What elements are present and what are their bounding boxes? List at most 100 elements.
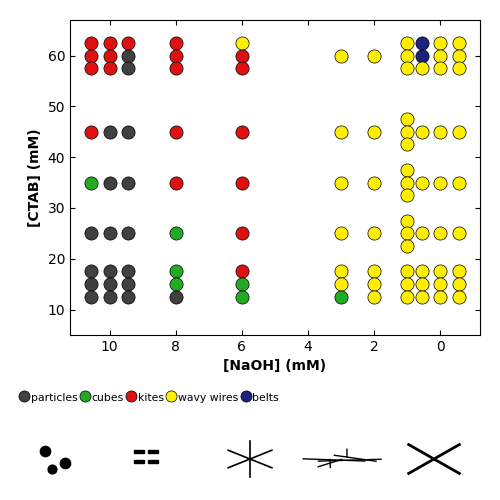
Point (88, 52, 96, 60)
Point (337, 230, 345, 237)
Point (106, 178, 114, 186)
Point (404, 216, 411, 224)
Point (238, 280, 246, 288)
Point (404, 64, 411, 72)
Point (404, 115, 411, 123)
Point (337, 128, 345, 136)
Point (418, 293, 426, 301)
Point (404, 140, 411, 148)
Point (404, 230, 411, 237)
Point (172, 128, 180, 136)
Bar (148, 450, 158, 452)
Legend: particles, cubes, kites, wavy wires, belts: particles, cubes, kites, wavy wires, bel… (16, 388, 283, 407)
Point (48, 464, 56, 472)
Point (436, 293, 444, 301)
Point (454, 293, 462, 301)
Point (124, 39, 132, 47)
Point (418, 178, 426, 186)
Point (337, 268, 345, 276)
Point (238, 293, 246, 301)
Point (404, 39, 411, 47)
Point (370, 178, 378, 186)
Point (124, 268, 132, 276)
Point (172, 293, 180, 301)
Point (88, 39, 96, 47)
Point (238, 268, 246, 276)
Point (124, 293, 132, 301)
Point (418, 268, 426, 276)
Point (172, 280, 180, 288)
Point (106, 268, 114, 276)
Point (436, 230, 444, 237)
Point (454, 280, 462, 288)
Point (106, 39, 114, 47)
Point (124, 230, 132, 237)
Point (88, 178, 96, 186)
Point (404, 128, 411, 136)
Point (436, 52, 444, 60)
Point (370, 230, 378, 237)
Point (88, 230, 96, 237)
Point (172, 230, 180, 237)
Point (418, 39, 426, 47)
Point (436, 64, 444, 72)
Point (238, 52, 246, 60)
Point (106, 52, 114, 60)
Point (238, 128, 246, 136)
Point (436, 178, 444, 186)
Point (436, 280, 444, 288)
Point (172, 268, 180, 276)
Point (418, 64, 426, 72)
Point (370, 52, 378, 60)
Point (238, 64, 246, 72)
Point (404, 192, 411, 200)
Point (436, 128, 444, 136)
Point (454, 268, 462, 276)
Point (454, 52, 462, 60)
Bar (134, 450, 144, 452)
Point (404, 166, 411, 174)
Point (418, 230, 426, 237)
Point (436, 39, 444, 47)
Point (404, 178, 411, 186)
Point (404, 293, 411, 301)
Point (106, 230, 114, 237)
Point (454, 230, 462, 237)
Point (404, 242, 411, 250)
Point (238, 230, 246, 237)
Point (172, 39, 180, 47)
Point (454, 128, 462, 136)
Point (337, 293, 345, 301)
Point (454, 64, 462, 72)
Point (404, 52, 411, 60)
Point (337, 178, 345, 186)
Point (106, 64, 114, 72)
Point (436, 268, 444, 276)
Point (404, 280, 411, 288)
Point (172, 178, 180, 186)
Point (172, 64, 180, 72)
Point (124, 178, 132, 186)
Point (370, 128, 378, 136)
Point (238, 178, 246, 186)
Point (124, 52, 132, 60)
Point (61, 459, 69, 467)
Point (454, 39, 462, 47)
Point (124, 128, 132, 136)
Point (370, 280, 378, 288)
Y-axis label: [CTAB] (mM): [CTAB] (mM) (28, 128, 42, 227)
Point (370, 268, 378, 276)
Point (172, 52, 180, 60)
Point (418, 280, 426, 288)
Point (404, 268, 411, 276)
Point (238, 39, 246, 47)
Point (370, 293, 378, 301)
X-axis label: [NaOH] (mM): [NaOH] (mM) (224, 360, 326, 374)
Bar (134, 460, 144, 463)
Point (88, 64, 96, 72)
Point (42, 447, 50, 455)
Point (88, 128, 96, 136)
Bar (148, 460, 158, 463)
Point (124, 280, 132, 288)
Point (454, 178, 462, 186)
